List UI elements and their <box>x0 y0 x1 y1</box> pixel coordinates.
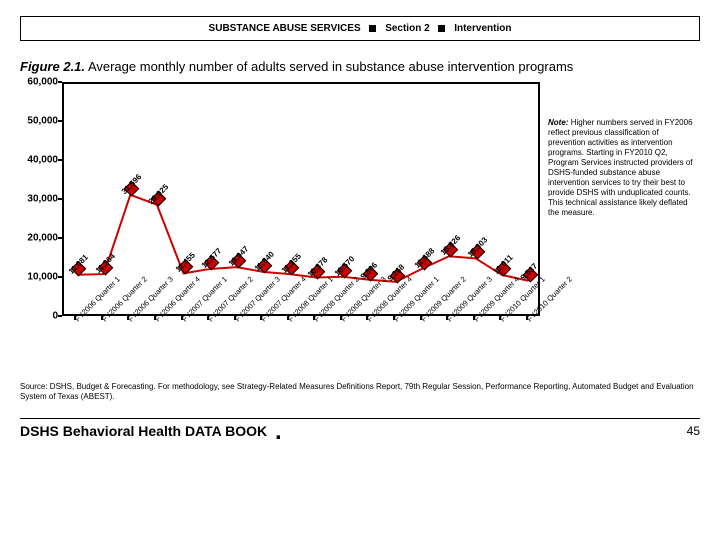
y-tick-label: 0 <box>20 311 62 322</box>
y-tick-label: 60,000 <box>20 77 62 88</box>
figure-label: Figure 2.1. <box>20 59 85 74</box>
x-tick-mark <box>473 316 475 320</box>
y-tick-mark <box>58 276 62 278</box>
x-tick-mark <box>101 316 103 320</box>
page-number: 45 <box>687 424 700 438</box>
separator-square <box>369 25 376 32</box>
x-tick-mark <box>154 316 156 320</box>
footer: DSHS Behavioral Health DATA BOOK . 45 <box>20 423 700 439</box>
x-tick-mark <box>393 316 395 320</box>
x-tick-mark <box>181 316 183 320</box>
x-tick-mark <box>234 316 236 320</box>
x-tick-mark <box>127 316 129 320</box>
footer-dot: . <box>275 418 282 445</box>
chart-note: Note: Higher numbers served in FY2006 re… <box>548 118 698 218</box>
y-tick-label: 30,000 <box>20 194 62 205</box>
y-tick-label: 40,000 <box>20 155 62 166</box>
header-section: Section 2 <box>385 23 429 34</box>
footer-rule <box>20 418 700 419</box>
y-tick-mark <box>58 81 62 83</box>
y-tick-mark <box>58 198 62 200</box>
x-tick-mark <box>420 316 422 320</box>
x-tick-mark <box>260 316 262 320</box>
source-text: Source: DSHS, Budget & Forecasting. For … <box>20 382 700 402</box>
x-tick-mark <box>526 316 528 320</box>
chart: 11,08111,26431,59629,02511,45512,57713,0… <box>20 82 540 372</box>
note-label: Note: <box>548 118 568 127</box>
figure-title-text: Average monthly number of adults served … <box>88 59 573 74</box>
x-tick-mark <box>446 316 448 320</box>
x-tick-mark <box>366 316 368 320</box>
x-tick-mark <box>207 316 209 320</box>
x-tick-mark <box>340 316 342 320</box>
figure-title: Figure 2.1. Average monthly number of ad… <box>20 59 700 74</box>
x-tick-mark <box>499 316 501 320</box>
note-text: Higher numbers served in FY2006 reflect … <box>548 118 693 217</box>
y-tick-mark <box>58 237 62 239</box>
header-sub: Intervention <box>454 23 511 34</box>
header-title: SUBSTANCE ABUSE SERVICES <box>209 23 361 34</box>
y-tick-mark <box>58 315 62 317</box>
footer-book: DSHS Behavioral Health DATA BOOK <box>20 423 267 439</box>
separator-square <box>438 25 445 32</box>
y-tick-label: 50,000 <box>20 116 62 127</box>
y-tick-label: 10,000 <box>20 272 62 283</box>
x-tick-mark <box>74 316 76 320</box>
y-tick-label: 20,000 <box>20 233 62 244</box>
y-tick-mark <box>58 159 62 161</box>
header-box: SUBSTANCE ABUSE SERVICES Section 2 Inter… <box>20 16 700 41</box>
x-tick-mark <box>287 316 289 320</box>
y-tick-mark <box>58 120 62 122</box>
x-tick-mark <box>313 316 315 320</box>
